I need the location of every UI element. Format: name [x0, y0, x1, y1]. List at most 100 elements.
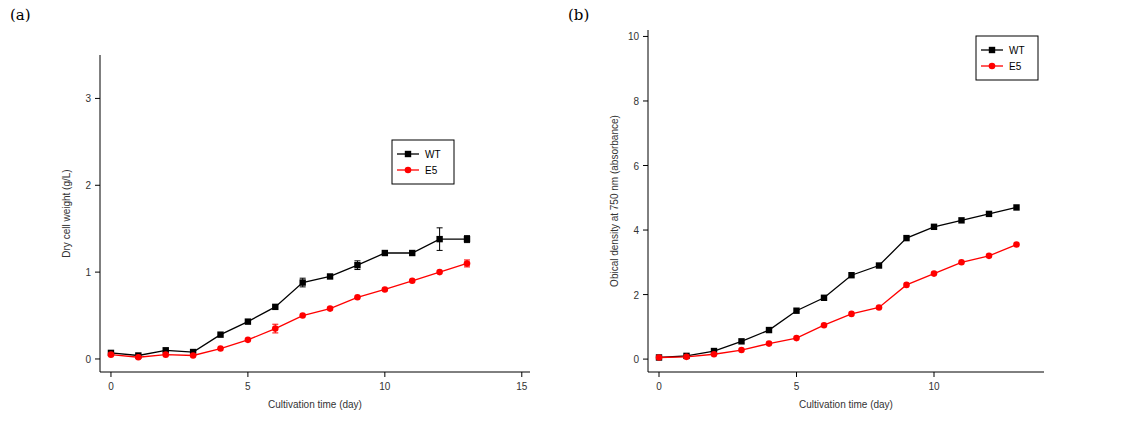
error-cap [272, 324, 278, 325]
x-tick [384, 372, 385, 377]
marker [821, 322, 828, 329]
x-tick-label: 5 [245, 381, 251, 392]
y-axis-label: Obical density at 750 nm (absorbance) [609, 115, 620, 287]
y-tick-label: 8 [633, 96, 639, 107]
marker [327, 273, 333, 279]
plot-area [656, 204, 1020, 361]
y-tick [95, 185, 100, 186]
x-tick-label: 10 [379, 381, 391, 392]
marker [766, 327, 772, 333]
y-tick-label: 10 [628, 31, 640, 42]
x-tick [659, 372, 660, 377]
marker [711, 351, 718, 358]
y-tick-label: 2 [85, 180, 91, 191]
error-cap [300, 278, 306, 279]
legend-label: WT [425, 149, 441, 160]
x-tick-label: 0 [108, 381, 114, 392]
marker [958, 259, 965, 266]
series-line [659, 207, 1017, 357]
marker [272, 325, 279, 332]
marker [436, 269, 443, 276]
marker [848, 272, 854, 278]
marker [245, 337, 252, 344]
y-axis [648, 30, 649, 372]
marker [986, 253, 993, 260]
legend-label: E5 [1009, 61, 1022, 72]
marker [903, 235, 909, 241]
marker [299, 312, 306, 319]
error-bar [464, 260, 470, 267]
marker [793, 335, 800, 342]
marker [354, 262, 360, 268]
panel-title: (a) [10, 6, 31, 24]
error-bar [354, 261, 360, 270]
legend-label: WT [1009, 45, 1025, 56]
marker [876, 304, 883, 311]
x-tick [110, 372, 111, 377]
marker [409, 250, 415, 256]
x-tick-label: 10 [928, 381, 940, 392]
plot-area [108, 228, 471, 361]
series-line [659, 245, 1017, 358]
legend-marker [989, 47, 995, 53]
y-tick [95, 98, 100, 99]
y-axis [100, 55, 101, 372]
y-tick [643, 100, 648, 101]
y-tick [95, 358, 100, 359]
marker [217, 345, 224, 352]
error-cap [354, 260, 360, 261]
marker [108, 351, 115, 358]
legend-marker [405, 167, 412, 174]
panel-title: (b) [568, 6, 589, 24]
marker [464, 260, 471, 267]
marker [958, 217, 964, 223]
y-tick [643, 165, 648, 166]
x-tick [796, 372, 797, 377]
y-tick [643, 36, 648, 37]
error-cap [272, 332, 278, 333]
series-line [111, 263, 467, 357]
marker [986, 211, 992, 217]
y-tick [643, 230, 648, 231]
marker [272, 304, 278, 310]
figure: (a)0510150123Cultivation time (day)Dry c… [0, 0, 1131, 441]
y-tick [643, 359, 648, 360]
x-axis [648, 372, 1044, 373]
error-bar [464, 236, 470, 243]
marker [1013, 241, 1020, 248]
x-axis-label: Cultivation time (day) [268, 399, 362, 410]
x-axis-label: Cultivation time (day) [799, 399, 893, 410]
error-cap [300, 286, 306, 287]
y-tick-label: 3 [85, 93, 91, 104]
legend-marker [989, 63, 996, 70]
legend: WT E5 [392, 140, 454, 184]
x-tick [521, 372, 522, 377]
marker [135, 354, 142, 361]
marker [848, 311, 855, 318]
panel: (a)0510150123Cultivation time (day)Dry c… [10, 6, 530, 410]
y-tick [643, 294, 648, 295]
marker [903, 282, 910, 289]
marker [656, 354, 663, 361]
error-cap [354, 269, 360, 270]
x-tick-label: 5 [794, 381, 800, 392]
marker [738, 347, 745, 354]
y-tick-label: 2 [633, 290, 639, 301]
marker [656, 354, 662, 360]
y-tick [95, 272, 100, 273]
marker [217, 331, 223, 337]
marker [382, 286, 389, 293]
marker [931, 270, 938, 277]
marker [464, 236, 470, 242]
x-tick-label: 15 [516, 381, 528, 392]
y-tick-label: 0 [85, 354, 91, 365]
error-bar [272, 324, 278, 333]
marker [245, 318, 251, 324]
y-tick-label: 6 [633, 161, 639, 172]
legend-marker [405, 151, 411, 157]
marker [1013, 204, 1019, 210]
marker [876, 262, 882, 268]
marker [683, 354, 690, 361]
marker [354, 294, 361, 301]
legend-label: E5 [425, 165, 438, 176]
